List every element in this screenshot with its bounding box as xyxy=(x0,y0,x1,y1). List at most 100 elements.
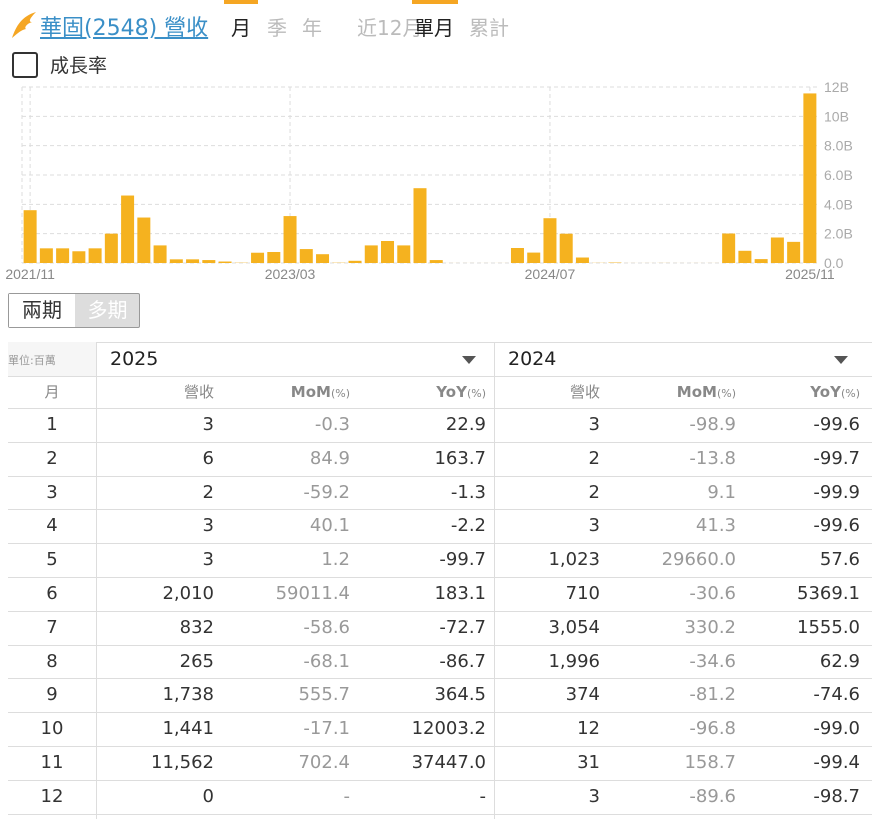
tab[interactable]: 年 xyxy=(302,16,322,40)
toggle: 兩期 多期 xyxy=(8,293,140,328)
row-line xyxy=(8,342,872,343)
cell-value: 31 xyxy=(577,752,600,773)
tab[interactable]: 近12月 xyxy=(357,16,423,40)
cell-month: 2 xyxy=(46,447,58,469)
row-line xyxy=(8,408,872,409)
cell-value: 40.1 xyxy=(309,515,350,537)
cell-value: 3 xyxy=(588,515,600,537)
cell-value: -86.7 xyxy=(439,650,486,672)
cell-value: -0.3 xyxy=(314,414,350,435)
dropdown-arrow[interactable] xyxy=(834,356,848,364)
row-line xyxy=(8,441,872,443)
col-header-text: YoY xyxy=(436,383,467,401)
bar xyxy=(754,259,768,263)
x-tick-label: 2024/07 xyxy=(525,266,576,282)
x-tick-label: 2021/11 xyxy=(5,266,55,282)
cell-value: 330.2 xyxy=(684,616,736,638)
cell-value: - xyxy=(343,785,351,807)
cell-value: -89.6 xyxy=(689,785,736,807)
year-select[interactable]: 2025 xyxy=(110,348,159,370)
bar xyxy=(738,250,752,263)
cell-value: 832 xyxy=(179,616,214,638)
col-header-text: MoM xyxy=(290,383,331,401)
bar xyxy=(364,245,378,263)
cell-value: 3,054 xyxy=(548,616,600,638)
col-header: MoM(%) xyxy=(677,376,736,410)
cell-value: 22.9 xyxy=(445,414,486,435)
bar xyxy=(56,248,70,263)
cell-value: 5369.1 xyxy=(797,583,860,604)
cell-month: 10 xyxy=(40,718,64,740)
year-select[interactable]: 2024 xyxy=(508,348,557,370)
tab[interactable]: 月 xyxy=(231,16,251,40)
bar xyxy=(153,245,167,263)
cell-value: -34.6 xyxy=(689,650,736,672)
col-header-text: MoM xyxy=(676,383,717,401)
cell-value: 1,023 xyxy=(548,549,600,571)
toggle-btn[interactable]: 兩期 xyxy=(9,294,75,327)
cell-month: 8 xyxy=(46,650,58,672)
tab[interactable]: 單月 xyxy=(414,16,454,40)
col-header-unit: (%) xyxy=(466,387,486,400)
bar xyxy=(137,217,151,263)
y-tick-label: 0.0 xyxy=(824,255,844,271)
toggle-btn[interactable]: 多期 xyxy=(87,298,128,322)
cell-value: -99.7 xyxy=(439,549,486,571)
col-header-text: 營收 xyxy=(183,383,214,401)
tab[interactable]: 累計 xyxy=(469,16,509,40)
header-bg xyxy=(8,342,96,376)
col-header-unit: (%) xyxy=(330,387,350,400)
col-header-unit: (%) xyxy=(716,387,736,400)
col-header: 營收 xyxy=(184,376,214,409)
bar xyxy=(23,210,37,263)
cell-value: -2.2 xyxy=(450,515,486,537)
cell-value: 1,996 xyxy=(548,650,600,672)
cell-value: -99.6 xyxy=(813,515,860,537)
bar xyxy=(575,257,589,263)
row-line xyxy=(8,610,872,612)
x-tick-label: 2025/11 xyxy=(785,266,835,282)
cell-value: 1555.0 xyxy=(797,616,860,638)
bar xyxy=(88,248,102,263)
col-header: 營收 xyxy=(570,376,600,409)
dropdown-arrow[interactable] xyxy=(462,356,476,364)
cell-value: 2 xyxy=(202,481,214,503)
row-line xyxy=(8,376,872,377)
cell-value: -98.9 xyxy=(689,414,736,435)
bar xyxy=(169,259,183,263)
bar xyxy=(429,260,443,263)
cell-month: 5 xyxy=(46,549,58,571)
row-line xyxy=(8,543,872,545)
cell-value: 3 xyxy=(202,549,214,571)
checkbox[interactable] xyxy=(12,52,38,78)
cell-value: 41.3 xyxy=(695,515,736,537)
cell-value: 2 xyxy=(588,447,600,469)
cell-value: 374 xyxy=(565,684,600,706)
cell-value: -99.7 xyxy=(813,447,860,469)
cell-value: -96.8 xyxy=(689,718,736,740)
tab[interactable]: 季 xyxy=(267,16,287,40)
cell-value: 2,010 xyxy=(162,583,214,604)
cell-value: -72.7 xyxy=(439,616,486,638)
bar xyxy=(413,188,427,263)
cell-value: 3 xyxy=(202,414,214,435)
bar xyxy=(121,195,135,263)
cell-value: -17.1 xyxy=(303,718,350,740)
title-link[interactable]: 華固(2548) 營收 xyxy=(40,16,209,41)
col-header: 月 xyxy=(44,383,60,401)
cell-value: 2 xyxy=(588,481,600,503)
y-tick-label: 4.0B xyxy=(824,196,853,212)
bar xyxy=(283,216,297,263)
cell-value: 59011.4 xyxy=(275,583,350,604)
row-line xyxy=(8,577,872,578)
cell-value: 1,441 xyxy=(162,718,214,740)
col-header-text: 營收 xyxy=(569,383,600,401)
logo-icon xyxy=(12,12,36,38)
cell-month: 12 xyxy=(40,785,64,807)
cell-value: 183.1 xyxy=(434,583,486,604)
cell-value: 3 xyxy=(588,785,600,807)
bar xyxy=(510,247,524,263)
cell-value: -1.3 xyxy=(450,481,486,503)
col-header: YoY(%) xyxy=(436,376,486,410)
cell-month: 1 xyxy=(46,414,58,435)
